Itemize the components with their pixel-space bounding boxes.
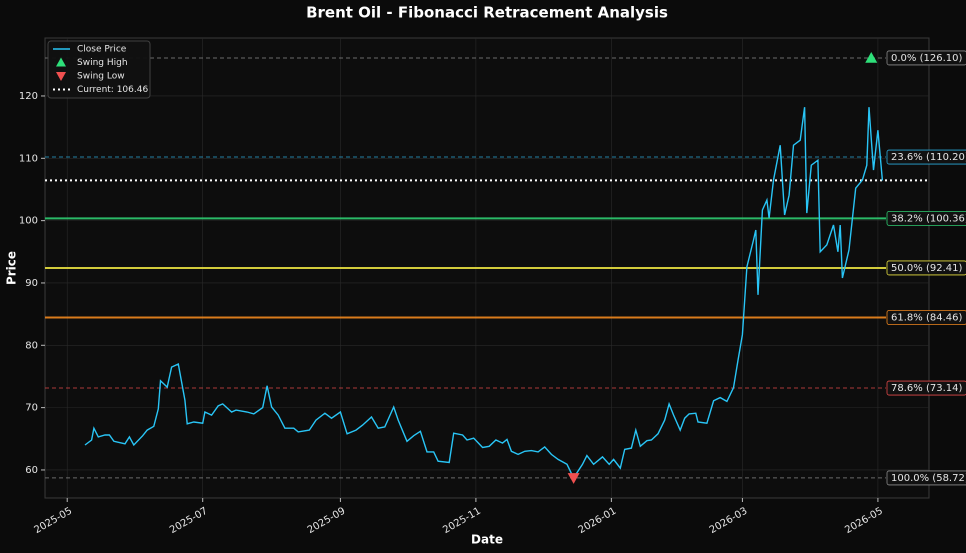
- legend-swatch: [56, 57, 66, 67]
- fib-level-label-box: [886, 380, 966, 396]
- fib-level-label: 50.0% (92.41): [891, 263, 962, 274]
- fib-level-label: 61.8% (84.46): [891, 312, 962, 323]
- fib-level-label-box: [886, 50, 966, 66]
- y-axis-label: Price: [5, 251, 19, 285]
- y-tick-label: 60: [25, 465, 38, 476]
- price-line: [84, 107, 884, 480]
- y-tick-label: 90: [25, 278, 38, 289]
- chart-title: Brent Oil - Fibonacci Retracement Analys…: [306, 4, 668, 22]
- legend-label: Swing Low: [77, 72, 125, 82]
- y-tick-label: 110: [19, 153, 38, 164]
- fib-level-label: 38.2% (100.36): [891, 213, 966, 224]
- x-axis-label: Date: [471, 533, 503, 547]
- fib-level-label-box: [886, 470, 966, 486]
- legend-swatch: [56, 72, 66, 81]
- fib-level-label-box: [886, 260, 966, 276]
- legend-box: [47, 40, 151, 99]
- fib-level-label: 0.0% (126.10): [891, 53, 962, 64]
- fib-level-label: 100.0% (58.72): [891, 473, 966, 484]
- fib-level-label-box: [886, 210, 966, 226]
- legend-label: Current: 106.46: [77, 85, 148, 95]
- fib-level-label-box: [886, 149, 966, 165]
- swing-high-marker: [865, 51, 878, 63]
- fib-level-label: 23.6% (110.20): [891, 152, 966, 163]
- y-tick-label: 70: [25, 403, 38, 414]
- swing-low-marker: [567, 473, 580, 484]
- y-tick-label: 100: [19, 216, 38, 227]
- y-tick-label: 120: [19, 91, 38, 102]
- y-tick-label: 80: [25, 340, 38, 351]
- legend-label: Swing High: [77, 58, 128, 68]
- fib-level-label: 78.6% (73.14): [891, 383, 962, 394]
- fib-level-label-box: [886, 310, 966, 325]
- legend-label: Close Price: [77, 45, 127, 55]
